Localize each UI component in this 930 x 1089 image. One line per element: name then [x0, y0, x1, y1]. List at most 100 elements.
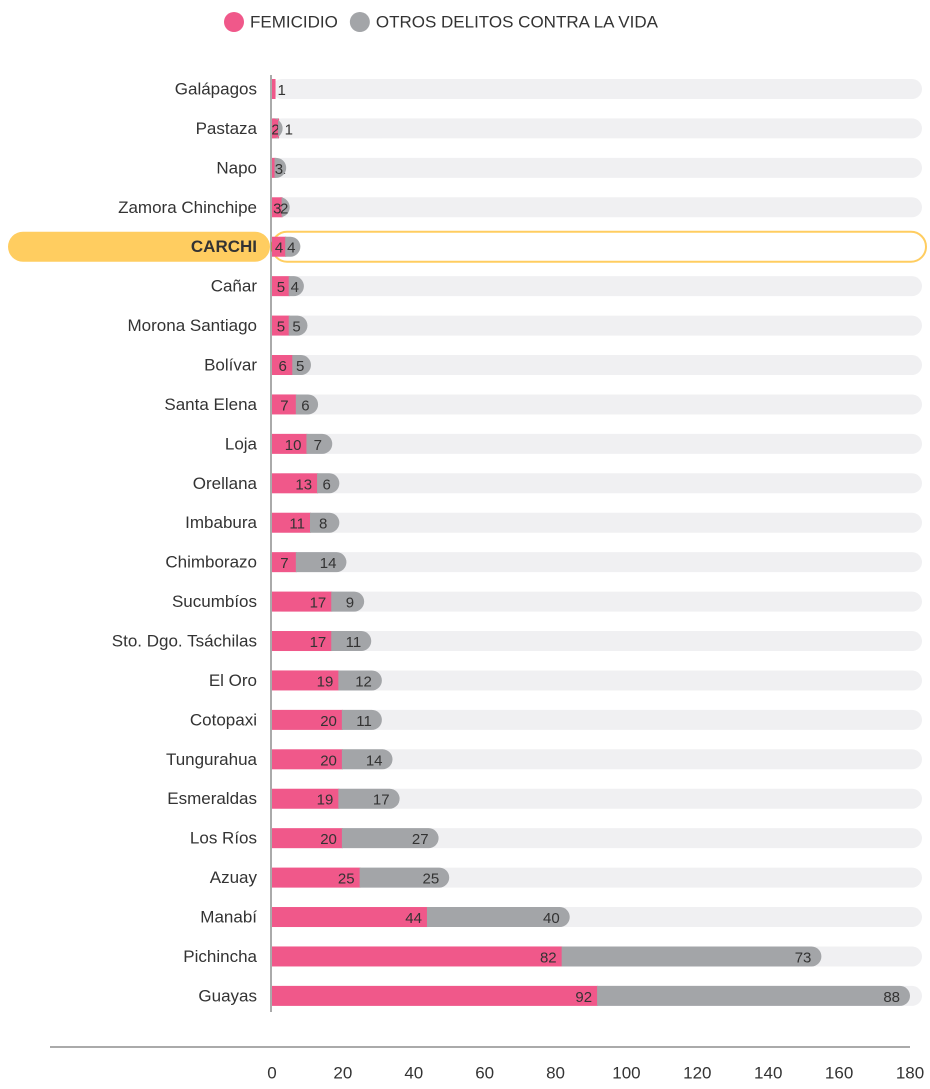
bar-segment: [272, 118, 280, 139]
track: [272, 315, 922, 336]
value-label: 5: [277, 319, 285, 336]
bar-segment: [272, 236, 287, 257]
track: [272, 631, 922, 652]
value-label: 2: [271, 121, 279, 138]
value-label: 11: [356, 713, 372, 730]
value-label: 82: [540, 949, 557, 966]
value-label: 11: [289, 516, 305, 533]
y-tick-label: Bolívar: [204, 355, 257, 374]
bar-segment: [272, 79, 276, 99]
track: [272, 355, 922, 376]
value-label: 17: [373, 792, 390, 809]
bar-segment: [359, 867, 450, 888]
x-tick-label: 80: [546, 1063, 565, 1082]
bar-segment: [272, 907, 428, 928]
bar-segment: [317, 473, 340, 494]
bar-segment: [272, 197, 283, 218]
y-tick-label: Imbabura: [185, 513, 257, 532]
bar-segment: [279, 197, 290, 218]
x-tick-label: 160: [825, 1063, 853, 1082]
x-tick-label: 60: [475, 1063, 494, 1082]
bar-segment: [272, 315, 290, 336]
x-tick-label: 100: [612, 1063, 640, 1082]
highlight-pill: [8, 231, 270, 262]
value-label: 20: [320, 713, 337, 730]
bar-segment: [274, 157, 287, 178]
value-label: 7: [314, 437, 322, 454]
track: [272, 197, 922, 218]
y-tick-label: Napo: [216, 158, 257, 177]
bar-segment: [272, 946, 563, 967]
value-label: 27: [412, 831, 429, 848]
x-tick-label: 120: [683, 1063, 711, 1082]
value-label: 6: [323, 476, 331, 493]
value-label: 40: [543, 910, 560, 927]
value-label: 92: [575, 989, 592, 1006]
track: [272, 591, 922, 612]
track: [271, 230, 927, 263]
value-label: 19: [317, 673, 334, 690]
bar-segment: [272, 828, 343, 849]
y-tick-label: Guayas: [198, 986, 257, 1005]
value-label: 5: [277, 279, 285, 296]
bar-segment: [285, 236, 301, 257]
value-label: 25: [423, 871, 440, 888]
y-tick-label: Santa Elena: [164, 395, 257, 414]
value-label: 17: [310, 595, 327, 612]
bar-segment: [597, 985, 910, 1006]
bar-segment: [272, 631, 333, 652]
bar-segment: [272, 276, 290, 297]
y-tick-label: Sucumbíos: [172, 592, 257, 611]
value-label: 20: [320, 752, 337, 769]
track: [272, 433, 922, 454]
value-label: 19: [317, 792, 334, 809]
value-label: 8: [319, 516, 327, 533]
bar-segment: [295, 552, 347, 573]
value-label: 2: [280, 200, 288, 217]
value-label: 5: [292, 319, 300, 336]
track: [272, 552, 922, 573]
y-tick-label: CARCHI: [191, 237, 257, 256]
bar-segment: [272, 985, 599, 1006]
legend-label: OTROS DELITOS CONTRA LA VIDA: [376, 12, 659, 31]
value-label: 7: [280, 555, 288, 572]
y-tick-label: Tungurahua: [166, 750, 258, 769]
value-label: 4: [291, 279, 299, 296]
y-tick-label: Cañar: [211, 277, 258, 296]
bar-segment: [295, 394, 319, 415]
track: [272, 118, 922, 139]
track: [272, 473, 922, 494]
y-tick-label: Sto. Dgo. Tsáchilas: [112, 632, 257, 651]
bar-segment: [272, 157, 276, 178]
value-label: 7: [280, 397, 288, 414]
value-label: 25: [338, 871, 355, 888]
bar-segment: [288, 276, 304, 297]
value-label: 12: [355, 673, 372, 690]
value-label: 6: [278, 358, 286, 375]
bar-segment: [341, 749, 393, 770]
track: [272, 157, 922, 178]
track: [272, 276, 922, 297]
value-label: 1: [278, 82, 286, 99]
y-tick-label: Loja: [225, 434, 258, 453]
value-label: 4: [275, 240, 283, 257]
value-label: 6: [301, 397, 309, 414]
track: [272, 394, 922, 415]
bar-segment: [272, 591, 333, 612]
value-label: 73: [795, 949, 812, 966]
track: [272, 709, 922, 730]
bar-segment: [272, 433, 308, 454]
bar-segment: [309, 512, 340, 533]
bar-segment: [561, 946, 822, 967]
track: [272, 79, 922, 99]
value-label: 9: [346, 595, 354, 612]
legend-swatch: [349, 12, 370, 32]
bar-segment: [272, 749, 343, 770]
bar-segment: [341, 828, 439, 849]
bar-segment: [306, 433, 333, 454]
y-tick-label: Zamora Chinchipe: [118, 198, 257, 217]
value-label: 14: [320, 555, 337, 572]
x-tick-label: 140: [754, 1063, 782, 1082]
legend-swatch: [224, 12, 244, 32]
